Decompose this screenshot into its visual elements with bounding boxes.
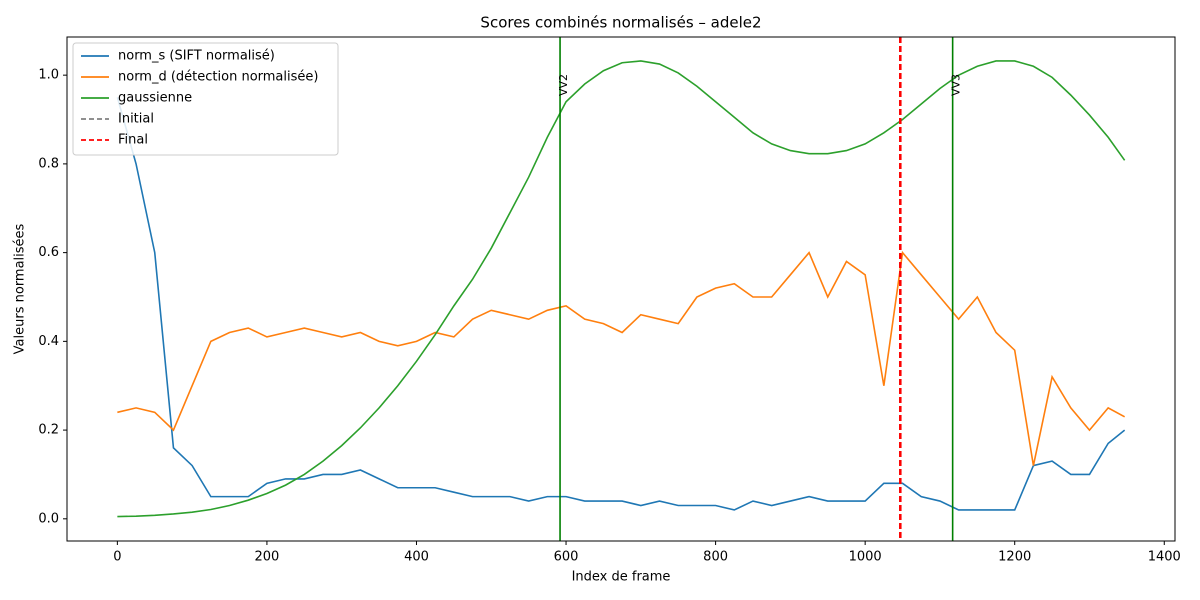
x-tick-label: 0 — [113, 550, 121, 565]
marker-label: VV3 — [950, 74, 963, 96]
chart-title: Scores combinés normalisés – adele2 — [480, 14, 761, 32]
x-tick-label: 600 — [554, 550, 579, 565]
legend-label: Initial — [118, 112, 154, 127]
x-tick-label: 400 — [404, 550, 429, 565]
series-line — [117, 60, 1126, 518]
legend-label: gaussienne — [118, 91, 192, 106]
x-tick-label: 1400 — [1148, 550, 1181, 565]
y-tick-label: 1.0 — [38, 68, 59, 83]
x-tick-label: 200 — [255, 550, 280, 565]
legend-label: norm_d (détection normalisée) — [118, 70, 318, 85]
plot-area — [116, 37, 1126, 541]
legend-label: Final — [118, 133, 148, 148]
legend-label: norm_s (SIFT normalisé) — [118, 49, 275, 64]
x-tick-label: 1200 — [998, 550, 1031, 565]
y-tick-label: 0.2 — [38, 423, 59, 438]
y-tick-label: 0.0 — [38, 511, 59, 526]
series-line — [117, 250, 1126, 466]
x-tick-label: 1000 — [849, 550, 882, 565]
y-tick-label: 0.8 — [38, 156, 59, 171]
y-tick-label: 0.6 — [38, 245, 59, 260]
series-line — [116, 97, 1126, 511]
y-tick-label: 0.4 — [38, 334, 59, 349]
legend-box — [72, 42, 339, 156]
marker-label: VV2 — [557, 74, 570, 96]
axes-frame — [66, 36, 1176, 542]
y-axis-label: Valeurs normalisées — [13, 223, 28, 354]
x-tick-label: 800 — [703, 550, 728, 565]
x-axis-label: Index de frame — [572, 570, 671, 585]
